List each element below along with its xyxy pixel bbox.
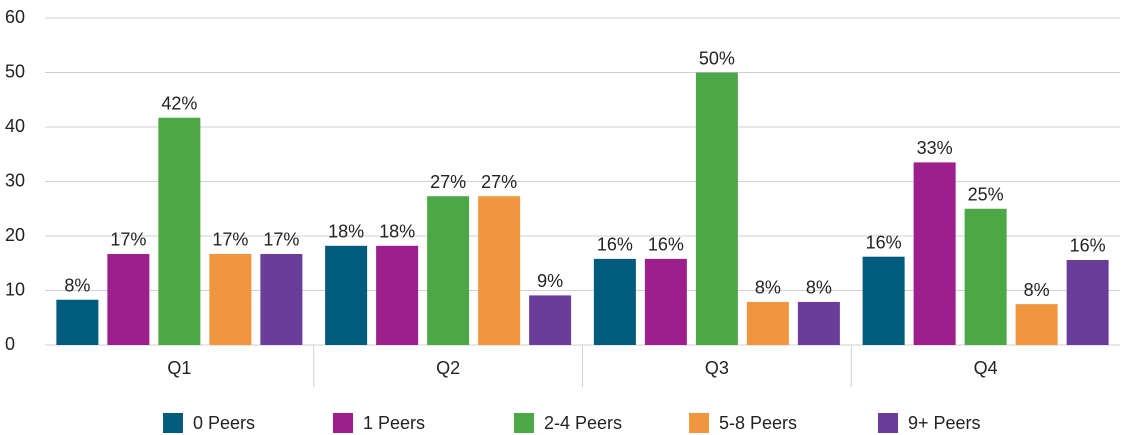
y-tick-label: 10: [5, 279, 25, 299]
y-tick-label: 30: [5, 170, 25, 190]
bar: [107, 253, 150, 345]
value-label: 17%: [110, 230, 146, 250]
bar: [260, 253, 303, 345]
legend-label: 5-8 Peers: [719, 413, 797, 433]
x-tick-label: Q2: [436, 358, 460, 378]
bar: [1015, 304, 1058, 345]
value-label: 27%: [430, 172, 466, 192]
legend-label: 2-4 Peers: [544, 413, 622, 433]
bar: [209, 253, 252, 345]
value-label: 18%: [379, 222, 415, 242]
bar: [1066, 259, 1109, 345]
bar: [695, 72, 738, 345]
bar: [56, 299, 99, 345]
bar: [746, 301, 789, 345]
bar: [913, 162, 956, 345]
value-label: 8%: [806, 278, 832, 298]
value-label: 42%: [161, 93, 197, 113]
bar: [797, 301, 840, 345]
legend-swatch: [878, 413, 898, 433]
bar: [478, 196, 521, 345]
value-label: 9%: [537, 271, 563, 291]
legend-swatch: [163, 413, 183, 433]
bar: [158, 117, 201, 345]
y-tick-label: 20: [5, 225, 25, 245]
value-label: 50%: [699, 48, 735, 68]
value-label: 8%: [64, 276, 90, 296]
legend-label: 0 Peers: [193, 413, 255, 433]
bar: [593, 258, 636, 345]
value-label: 16%: [1070, 236, 1106, 256]
value-label: 27%: [481, 172, 517, 192]
y-tick-label: 0: [5, 334, 15, 354]
x-tick-label: Q3: [705, 358, 729, 378]
y-tick-label: 40: [5, 116, 25, 136]
value-label: 17%: [263, 230, 299, 250]
legend-swatch: [514, 413, 534, 433]
value-label: 16%: [866, 232, 902, 252]
bar: [325, 245, 368, 345]
value-label: 18%: [328, 222, 364, 242]
bar: [862, 256, 905, 345]
bar: [644, 258, 687, 345]
bar: [427, 196, 470, 345]
value-label: 33%: [917, 138, 953, 158]
value-label: 16%: [648, 235, 684, 255]
value-label: 17%: [212, 230, 248, 250]
bar: [376, 245, 419, 345]
legend-swatch: [689, 413, 709, 433]
bar: [964, 208, 1007, 345]
x-tick-label: Q1: [167, 358, 191, 378]
x-tick-label: Q4: [974, 358, 998, 378]
y-tick-label: 50: [5, 61, 25, 81]
value-label: 8%: [755, 278, 781, 298]
value-label: 25%: [968, 185, 1004, 205]
legend-label: 9+ Peers: [908, 413, 981, 433]
legend-swatch: [333, 413, 353, 433]
value-label: 16%: [597, 235, 633, 255]
y-tick-label: 60: [5, 7, 25, 27]
legend-label: 1 Peers: [363, 413, 425, 433]
value-label: 8%: [1024, 280, 1050, 300]
bar: [529, 295, 572, 345]
